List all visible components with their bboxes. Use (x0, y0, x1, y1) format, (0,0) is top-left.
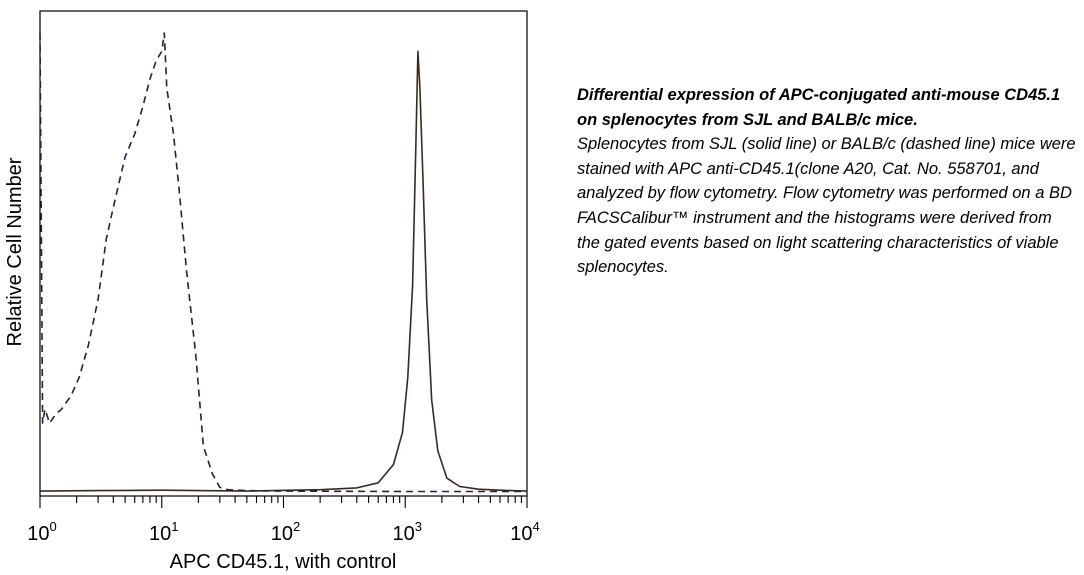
x-tick-label: 100 (27, 519, 56, 545)
caption-body: Splenocytes from SJL (solid line) or BAL… (577, 135, 1076, 277)
x-tick-label: 102 (271, 519, 300, 545)
x-axis-ticks: 100 101 102 103 104 (27, 496, 540, 545)
plot-frame (39, 10, 528, 497)
caption-title: Differential expression of APC-conjugate… (577, 86, 1061, 129)
dashed-series-line (39, 32, 527, 493)
x-tick-label: 104 (510, 519, 539, 545)
histogram-chart: 100 101 102 103 104 APC CD45.1, with control… (4, 10, 540, 573)
x-tick-label: 101 (149, 519, 178, 545)
solid-series-line (39, 50, 528, 492)
series-layer (39, 32, 528, 493)
figure-caption: Differential expression of APC-conjugate… (577, 83, 1077, 280)
x-tick-label: 103 (393, 519, 422, 545)
y-axis-label: Relative Cell Number (4, 157, 26, 346)
x-axis-label: APC CD45.1, with control (170, 551, 397, 573)
